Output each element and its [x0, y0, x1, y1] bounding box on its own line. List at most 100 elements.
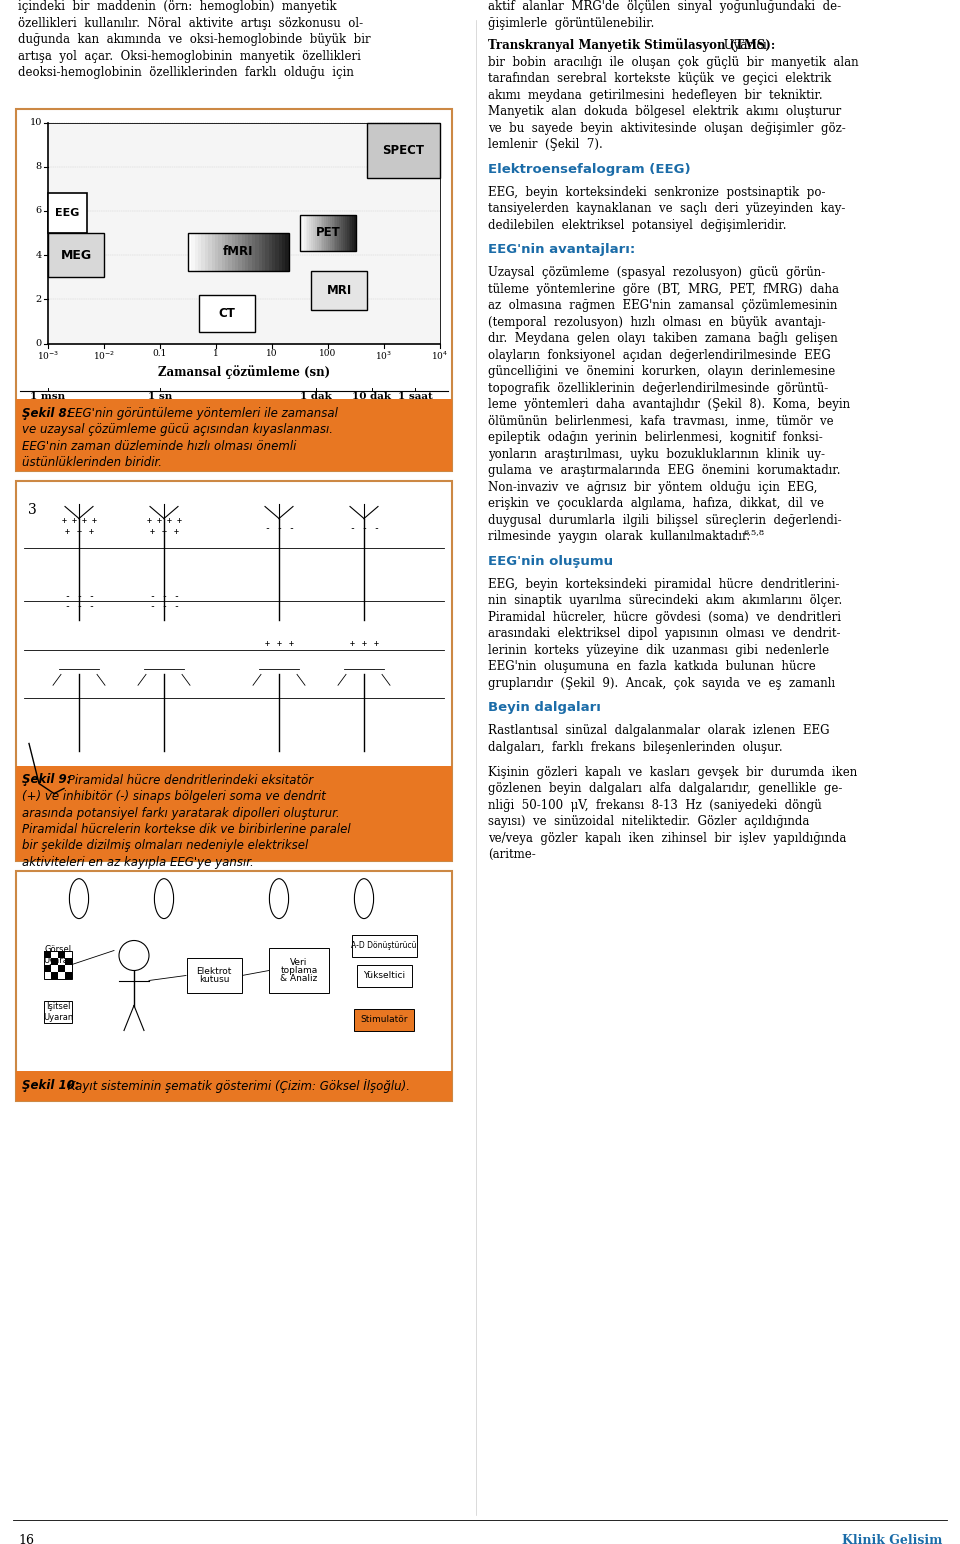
Text: bir  bobin  aracılığı  ile  oluşan  çok  güçlü  bir  manyetik  alan: bir bobin aracılığı ile oluşan çok güçlü… — [488, 56, 858, 68]
Bar — [319, 215, 321, 250]
Text: +: + — [91, 516, 97, 525]
Bar — [225, 233, 228, 270]
Bar — [231, 233, 235, 270]
Bar — [345, 215, 348, 250]
Text: 10$^{4}$: 10$^{4}$ — [431, 349, 448, 361]
Bar — [262, 233, 266, 270]
Text: +: + — [276, 639, 281, 648]
Text: Veri: Veri — [290, 957, 308, 967]
Text: yonların  araştırılması,  uyku  bozukluklarının  klinik  uy-: yonların araştırılması, uyku bozukluklar… — [488, 448, 825, 460]
Text: +: + — [77, 527, 82, 536]
Bar — [354, 1008, 414, 1030]
Bar — [326, 215, 328, 250]
Text: nin  sinaptik  uyarılma  sürecindeki  akım  akımlarını  ölçer.: nin sinaptik uyarılma sürecindeki akım a… — [488, 594, 842, 607]
Bar — [200, 295, 255, 332]
Bar — [317, 215, 319, 250]
Bar — [341, 215, 344, 250]
Text: Manyetik  alan  dokuda  bölgesel  elektrik  akımı  oluşturur: Manyetik alan dokuda bölgesel elektrik a… — [488, 105, 841, 117]
Text: 1 saat: 1 saat — [397, 392, 433, 401]
Text: -: - — [173, 591, 179, 602]
Text: ve/veya  gözler  kapalı  iken  zihinsel  bir  işlev  yapıldığında: ve/veya gözler kapalı iken zihinsel bir … — [488, 832, 847, 845]
Text: Piramidal hücre dendritlerindeki eksitatör: Piramidal hücre dendritlerindeki eksitat… — [64, 774, 313, 786]
Text: Elektrot: Elektrot — [196, 967, 231, 976]
Bar — [269, 948, 329, 993]
Bar — [211, 233, 215, 270]
Text: erişkin  ve  çocuklarda  algılama,  hafıza,  dikkat,  dil  ve: erişkin ve çocuklarda algılama, hafıza, … — [488, 497, 824, 510]
Text: Şekil 8:: Şekil 8: — [22, 406, 71, 420]
Text: lemlenir  (Şekil  7).: lemlenir (Şekil 7). — [488, 137, 603, 151]
Text: 10 dak: 10 dak — [352, 392, 391, 401]
Text: deoksi-hemoglobinin  özelliklerinden  farklı  olduğu  için: deoksi-hemoglobinin özelliklerinden fark… — [18, 66, 354, 79]
Bar — [332, 215, 334, 250]
Text: -: - — [161, 591, 167, 602]
Text: +: + — [373, 639, 378, 648]
Bar — [303, 215, 306, 250]
Text: +: + — [174, 527, 179, 536]
Text: 8: 8 — [36, 162, 42, 171]
Ellipse shape — [155, 879, 174, 919]
Bar — [265, 233, 269, 270]
Bar — [311, 270, 367, 310]
Bar — [208, 233, 212, 270]
Bar — [343, 215, 346, 250]
Ellipse shape — [270, 879, 289, 919]
Text: ölümünün  belirlenmesi,  kafa  travması,  inme,  tümör  ve: ölümünün belirlenmesi, kafa travması, in… — [488, 415, 833, 428]
Bar — [202, 233, 205, 270]
Text: güncelliğini  ve  önemini  korurken,  olayın  derinlemesine: güncelliğini ve önemini korurken, olayın… — [488, 366, 835, 378]
Text: artışa  yol  açar.  Oksi-hemoglobinin  manyetik  özellikleri: artışa yol açar. Oksi-hemoglobinin manye… — [18, 49, 361, 63]
Text: +: + — [289, 639, 294, 648]
Bar — [335, 215, 338, 250]
Text: 1 dak: 1 dak — [300, 392, 331, 401]
Bar — [337, 215, 340, 250]
Text: dalgaları,  farklı  frekans  bileşenlerinden  oluşur.: dalgaları, farklı frekans bileşenlerinde… — [488, 741, 782, 753]
Bar — [354, 215, 356, 250]
Text: +: + — [82, 516, 86, 525]
Bar — [16, 398, 452, 471]
Ellipse shape — [69, 879, 88, 919]
Text: ğişimlerle  görüntülenebilir.: ğişimlerle görüntülenebilir. — [488, 17, 655, 29]
Bar — [16, 1070, 452, 1101]
Bar — [252, 233, 255, 270]
Bar — [339, 215, 342, 250]
Text: EEG'nin zaman düzleminde hızlı olması önemli: EEG'nin zaman düzleminde hızlı olması ön… — [22, 440, 297, 452]
Bar — [242, 233, 246, 270]
Text: MEG: MEG — [60, 249, 91, 261]
Text: EEG,  beyin  korteksindeki  senkronize  postsinaptik  po-: EEG, beyin korteksindeki senkronize post… — [488, 185, 826, 199]
Text: +: + — [156, 516, 161, 525]
Text: +: + — [150, 527, 155, 536]
Text: 10$^{-2}$: 10$^{-2}$ — [93, 349, 115, 361]
Bar — [258, 233, 262, 270]
Bar — [188, 233, 289, 270]
Text: EEG'nin  oluşumuna  en  fazla  katkıda  bulunan  hücre: EEG'nin oluşumuna en fazla katkıda bulun… — [488, 661, 816, 673]
Bar — [51, 957, 58, 965]
Bar — [48, 233, 104, 278]
Text: (+) ve inhibitör (-) sinaps bölgeleri soma ve dendrit: (+) ve inhibitör (-) sinaps bölgeleri so… — [22, 791, 325, 803]
Text: arasındaki  elektriksel  dipol  yapısının  olması  ve  dendrit-: arasındaki elektriksel dipol yapısının o… — [488, 627, 841, 641]
Text: Kişinin  gözleri  kapalı  ve  kasları  gevşek  bir  durumda  iken: Kişinin gözleri kapalı ve kasları gevşek… — [488, 766, 857, 778]
Text: EEG'nin avantajları:: EEG'nin avantajları: — [488, 242, 636, 256]
Text: 6: 6 — [36, 207, 42, 216]
Text: toplama: toplama — [280, 967, 318, 974]
Text: -: - — [149, 602, 155, 611]
Text: Elektroensefalogram (EEG): Elektroensefalogram (EEG) — [488, 162, 690, 176]
Bar — [323, 215, 324, 250]
Text: +: + — [265, 639, 270, 648]
Text: (temporal  rezolusyon)  hızlı  olması  en  büyük  avantajı-: (temporal rezolusyon) hızlı olması en bü… — [488, 317, 826, 329]
Bar — [186, 957, 242, 993]
Bar — [235, 233, 239, 270]
Text: Transkranyal Manyetik Stimülasyon (TMS):: Transkranyal Manyetik Stimülasyon (TMS): — [488, 39, 776, 52]
Text: topografik  özelliklerinin  değerlendirilmesinde  görüntü-: topografik özelliklerinin değerlendirilm… — [488, 381, 828, 395]
Text: içindeki  bir  maddenin  (örn:  hemoglobin)  manyetik: içindeki bir maddenin (örn: hemoglobin) … — [18, 0, 337, 12]
Text: -: - — [149, 591, 155, 602]
Text: +: + — [61, 516, 66, 525]
Bar — [321, 215, 323, 250]
Text: A-D Dönüştürücü: A-D Dönüştürücü — [351, 940, 417, 950]
Bar — [307, 215, 310, 250]
Text: 0: 0 — [36, 340, 42, 347]
Text: -: - — [88, 602, 94, 611]
Bar — [51, 971, 58, 979]
Text: +: + — [166, 516, 172, 525]
Bar — [65, 971, 72, 979]
Text: PET: PET — [316, 227, 341, 239]
Bar — [301, 215, 304, 250]
